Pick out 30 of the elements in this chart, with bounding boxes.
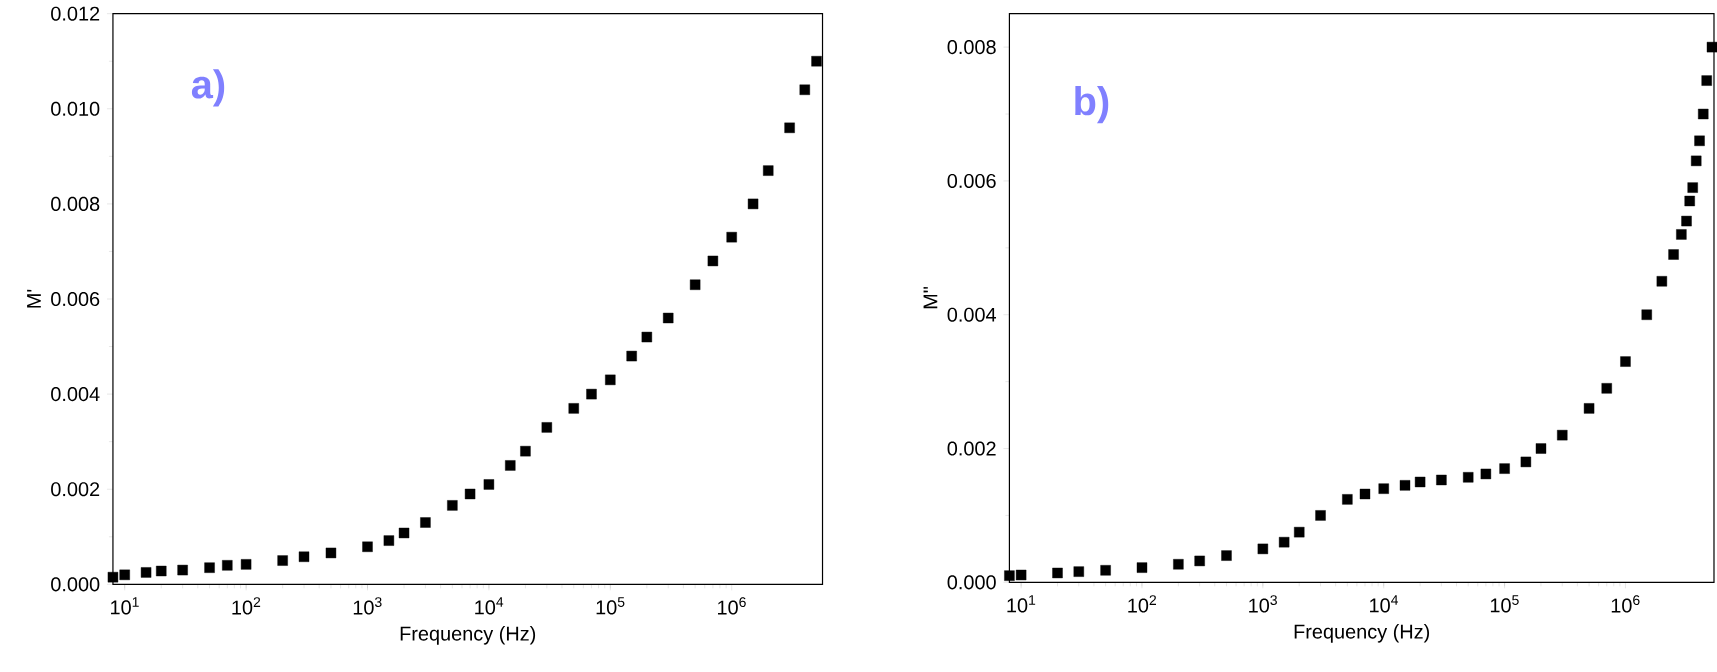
y-tick-label: 0.008 [947, 39, 996, 55]
x-tick-label: 10$^{5}$ [596, 597, 625, 615]
x-tick-label: 10$^{5}$ [1490, 595, 1519, 613]
x-tick-label: 10$^{3}$ [1249, 595, 1277, 613]
x-axis-title: Frequency (Hz) [1294, 623, 1430, 643]
y-tick-label: 0.006 [51, 291, 100, 306]
x-tick-label: 10$^{1}$ [1007, 595, 1036, 613]
x-tick-label: 10$^{6}$ [718, 597, 746, 615]
y-tick-label: 0.010 [51, 101, 100, 116]
x-tick-label: 10$^{3}$ [353, 597, 382, 615]
y-tick-label: 0.002 [51, 482, 100, 497]
y-tick-label: 0.000 [947, 575, 996, 590]
annotation: b) [1075, 85, 1109, 124]
x-axis-title: Frequency (Hz) [400, 625, 536, 645]
annotation: a) [191, 69, 225, 107]
y-tick-label: 0.004 [51, 386, 100, 402]
y-tick-label: 0.006 [947, 173, 996, 188]
y-tick-label: 0.008 [51, 196, 100, 211]
y-tick-label: 0.002 [947, 441, 996, 456]
x-tick-label: 10$^{1}$ [111, 597, 139, 615]
y-tick-label: 0.000 [51, 577, 100, 592]
y-axis-title: M" [923, 286, 938, 309]
x-tick-label: 10$^{2}$ [232, 597, 261, 615]
x-tick-label: 10$^{4}$ [1370, 595, 1399, 613]
y-tick-label: 0.012 [51, 6, 100, 21]
x-tick-label: 10$^{2}$ [1128, 595, 1156, 613]
x-tick-label: 10$^{6}$ [1611, 595, 1640, 613]
y-axis-title: M' [27, 289, 41, 308]
x-tick-label: 10$^{4}$ [475, 597, 504, 615]
y-tick-label: 0.004 [947, 307, 997, 322]
